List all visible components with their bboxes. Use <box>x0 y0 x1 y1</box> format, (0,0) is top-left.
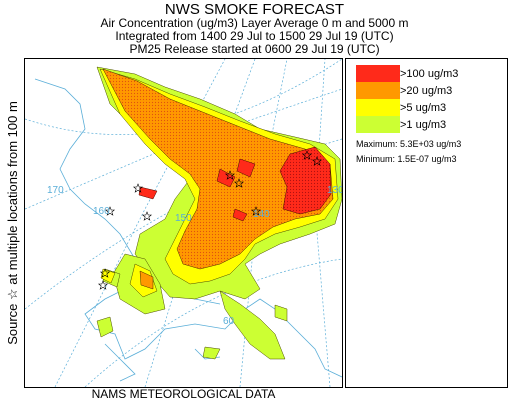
fire-source-markers <box>97 150 323 290</box>
legend-item-20: >20 ug/m3 <box>356 82 452 99</box>
legend-swatch-20 <box>356 82 400 99</box>
subtitle-integration: Integrated from 1400 29 Jul to 1500 29 J… <box>115 29 394 43</box>
lon-label-140: 140 <box>253 209 270 220</box>
source-label-text: Source ☆ at multiple locations from 100 … <box>5 101 20 345</box>
legend-label-100: >100 ug/m3 <box>400 67 459 80</box>
lon-label-150: 150 <box>175 213 192 224</box>
legend-label-20: >20 ug/m3 <box>400 84 453 97</box>
source-label: Source ☆ at multiple locations from 100 … <box>2 58 24 388</box>
legend-item-5: >5 ug/m3 <box>356 99 446 116</box>
legend-item-100: >100 ug/m3 <box>356 65 458 82</box>
legend-swatch-5 <box>356 99 400 116</box>
lon-label-160: 160 <box>93 206 110 217</box>
legend: >100 ug/m3 >20 ug/m3 >5 ug/m3 >1 ug/m3 M… <box>345 58 508 388</box>
legend-swatch-1 <box>356 116 400 133</box>
smoke-layer-20 <box>102 68 334 290</box>
lon-label-170: 170 <box>47 185 64 196</box>
legend-maximum: Maximum: 5.3E+03 ug/m3 <box>356 139 462 149</box>
smoke-map: 170 160 150 140 130 60 <box>24 58 343 388</box>
lon-label-130: 130 <box>327 185 342 196</box>
legend-label-1: >1 ug/m3 <box>400 118 447 131</box>
legend-swatch-100 <box>356 65 400 82</box>
map-title: NWS SMOKE FORECAST <box>164 1 345 18</box>
legend-item-1: >1 ug/m3 <box>356 116 446 133</box>
legend-label-5: >5 ug/m3 <box>400 101 447 114</box>
meteorological-data-label: NAMS METEOROLOGICAL DATA <box>91 387 276 401</box>
legend-minimum: Minimum: 1.5E-07 ug/m3 <box>356 154 457 164</box>
subtitle-release: PM25 Release started at 0600 29 Jul 19 (… <box>129 42 380 56</box>
subtitle-concentration: Air Concentration (ug/m3) Layer Average … <box>100 16 409 30</box>
lat-label-60: 60 <box>223 316 235 327</box>
